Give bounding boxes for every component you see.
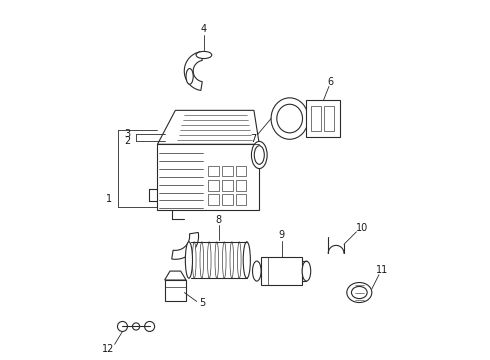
Bar bbox=[208, 166, 219, 176]
Ellipse shape bbox=[251, 141, 267, 168]
Text: 10: 10 bbox=[356, 222, 368, 233]
Text: 1: 1 bbox=[105, 194, 112, 204]
Polygon shape bbox=[165, 271, 186, 280]
Circle shape bbox=[118, 321, 127, 332]
Bar bbox=[324, 107, 334, 131]
Polygon shape bbox=[184, 51, 202, 90]
Ellipse shape bbox=[347, 283, 372, 302]
Circle shape bbox=[145, 321, 155, 332]
Text: 8: 8 bbox=[216, 215, 222, 225]
Bar bbox=[261, 257, 302, 285]
Ellipse shape bbox=[351, 287, 367, 298]
Ellipse shape bbox=[193, 242, 196, 278]
Bar bbox=[236, 166, 246, 176]
Ellipse shape bbox=[277, 104, 302, 133]
Bar bbox=[311, 107, 321, 131]
Ellipse shape bbox=[254, 146, 264, 164]
Ellipse shape bbox=[252, 261, 261, 281]
Text: 6: 6 bbox=[328, 77, 334, 87]
Bar bbox=[165, 280, 186, 301]
Bar bbox=[208, 180, 219, 191]
Ellipse shape bbox=[222, 242, 226, 278]
Text: 2: 2 bbox=[125, 136, 131, 147]
Ellipse shape bbox=[200, 242, 203, 278]
Text: 3: 3 bbox=[125, 129, 131, 139]
Ellipse shape bbox=[230, 242, 234, 278]
Bar bbox=[236, 180, 246, 191]
Bar bbox=[236, 194, 246, 205]
Text: 4: 4 bbox=[201, 24, 207, 34]
Polygon shape bbox=[157, 111, 259, 144]
Bar bbox=[222, 166, 233, 176]
Text: 5: 5 bbox=[199, 298, 205, 308]
Bar bbox=[157, 144, 259, 210]
Polygon shape bbox=[172, 233, 198, 259]
Ellipse shape bbox=[215, 242, 219, 278]
Bar bbox=[208, 194, 219, 205]
Ellipse shape bbox=[185, 242, 193, 278]
Bar bbox=[222, 194, 233, 205]
Ellipse shape bbox=[207, 242, 211, 278]
Text: 9: 9 bbox=[278, 230, 285, 240]
Ellipse shape bbox=[271, 98, 308, 139]
Text: 12: 12 bbox=[102, 343, 114, 354]
Ellipse shape bbox=[196, 51, 212, 59]
Ellipse shape bbox=[243, 242, 250, 278]
Text: 7: 7 bbox=[250, 134, 256, 144]
Ellipse shape bbox=[238, 242, 241, 278]
Text: 11: 11 bbox=[376, 265, 389, 275]
Ellipse shape bbox=[302, 261, 311, 281]
Bar bbox=[306, 100, 340, 137]
Circle shape bbox=[132, 323, 140, 330]
Ellipse shape bbox=[186, 68, 193, 84]
Bar bbox=[222, 180, 233, 191]
